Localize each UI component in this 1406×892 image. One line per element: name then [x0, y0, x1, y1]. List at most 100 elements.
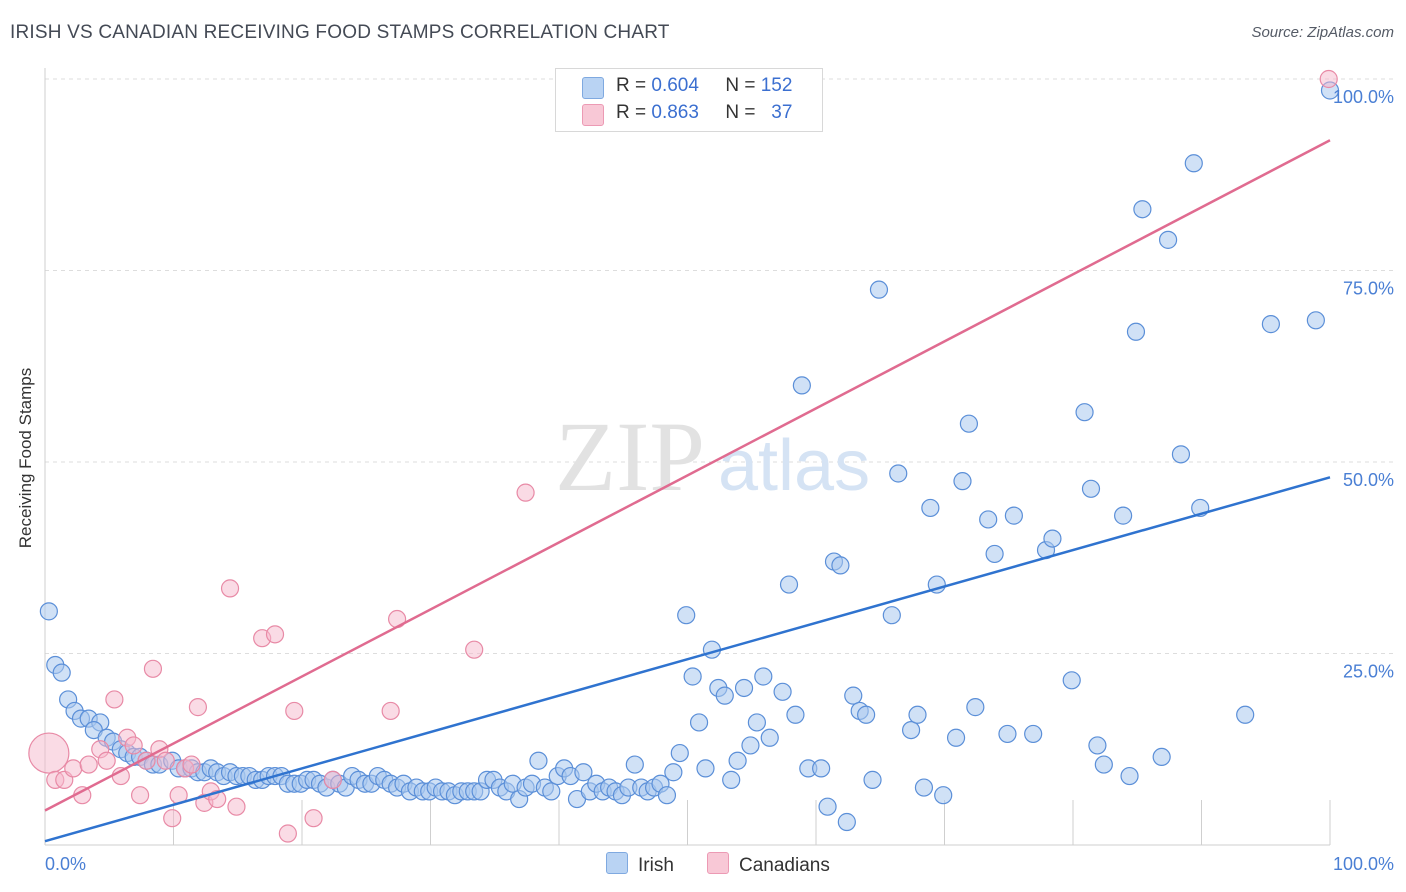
irish-point [1024, 724, 1043, 744]
tick-labels: 25.0% 50.0% 75.0% 100.0% 0.0% 100.0% [45, 87, 1394, 874]
canadian-point [220, 579, 240, 598]
trend-lines [44, 139, 1331, 843]
irish-point [529, 751, 548, 770]
canadian-point [97, 751, 116, 770]
canadian-point [79, 755, 98, 774]
irish-point [979, 510, 998, 529]
irish-point [812, 759, 831, 778]
axes [44, 68, 1331, 846]
bottom-legend-irish: Irish [606, 852, 674, 877]
irish-point [985, 544, 1004, 564]
irish-point [664, 763, 683, 782]
irish-point [1133, 200, 1152, 219]
canadian-point [465, 640, 484, 659]
irish-point [677, 606, 696, 625]
bottom-legend-canadians: Canadians [707, 852, 830, 877]
irish-point [844, 686, 863, 705]
irish-point [779, 575, 799, 594]
irish-point [1094, 755, 1113, 774]
y-tick-label: 25.0% [1343, 662, 1394, 682]
irish-point [1171, 445, 1191, 464]
canadian-point [304, 809, 323, 828]
irish-point [1043, 529, 1062, 548]
irish-point [52, 663, 71, 682]
canadian-point [188, 698, 208, 717]
irish-point [722, 770, 741, 789]
irish-point [921, 498, 940, 518]
irish-point [747, 713, 766, 732]
irish-point [670, 743, 689, 763]
irish-point [901, 720, 921, 740]
canadian-point [381, 701, 400, 721]
watermark-zip: ZIP [555, 401, 705, 512]
canadian-point [105, 690, 124, 709]
canadian-point [516, 483, 535, 502]
irish-point [657, 786, 677, 805]
canadians-trend-line [44, 139, 1331, 812]
x-tick-label-min: 0.0% [45, 854, 86, 874]
irish-point [728, 751, 747, 770]
y-tick-label: 50.0% [1343, 470, 1394, 490]
canadian-points [28, 69, 1338, 843]
y-tick-label: 100.0% [1333, 87, 1394, 107]
irish-point [754, 667, 773, 686]
irish-point [1158, 230, 1178, 249]
irish-point [715, 686, 734, 705]
irish-point [1184, 154, 1203, 173]
irish-point [734, 678, 754, 698]
irish-trend-line [44, 476, 1331, 843]
canadians-n-value: 37 [771, 102, 793, 123]
irish-point [1088, 736, 1107, 755]
irish-point [760, 728, 779, 747]
irish-point [966, 698, 985, 717]
irish-point [863, 770, 882, 789]
bottom-irish-swatch [606, 852, 628, 874]
x-tick-label-max: 100.0% [1333, 854, 1394, 874]
canadians-n-label: N = [725, 102, 756, 123]
irish-swatch [582, 77, 604, 99]
irish-r-label: R = [616, 75, 647, 96]
irish-point [1114, 506, 1133, 525]
irish-point [934, 786, 953, 805]
irish-point [953, 472, 972, 491]
irish-r-value: 0.604 [651, 75, 699, 96]
irish-point [1126, 322, 1146, 341]
irish-point [959, 414, 979, 433]
irish-point [1306, 311, 1325, 330]
canadian-point [285, 701, 304, 721]
canadian-point [278, 824, 297, 843]
y-tick-label: 75.0% [1343, 279, 1394, 299]
irish-point [1075, 403, 1094, 422]
irish-point [689, 713, 709, 732]
irish-point [741, 736, 760, 755]
irish-point [773, 682, 792, 701]
irish-n-label: N = [725, 75, 756, 96]
irish-point [1236, 705, 1255, 724]
canadian-point [64, 759, 83, 778]
irish-point [39, 602, 58, 621]
irish-point [1081, 479, 1101, 498]
canadian-point [130, 786, 150, 805]
irish-point [908, 705, 927, 724]
irish-point [1152, 747, 1171, 767]
irish-point [574, 763, 593, 782]
irish-point [786, 705, 805, 724]
canadian-point [1319, 69, 1338, 89]
canadian-point [28, 732, 70, 774]
irish-point [542, 782, 561, 801]
irish-point [914, 778, 934, 797]
bottom-irish-label: Irish [638, 855, 674, 876]
irish-n-value: 152 [760, 75, 793, 96]
irish-point [946, 728, 966, 747]
irish-point [683, 667, 702, 686]
canadians-swatch [582, 104, 604, 126]
irish-point [818, 797, 837, 816]
chart-title: IRISH VS CANADIAN RECEIVING FOOD STAMPS … [10, 22, 670, 43]
irish-point [625, 755, 644, 774]
canadian-point [163, 809, 182, 828]
irish-point [837, 812, 856, 832]
canadian-point [124, 736, 143, 755]
bottom-canadians-swatch [707, 852, 729, 874]
correlation-legend: R = 0.604 N = 152 R = 0.863 N = 37 [555, 68, 823, 132]
